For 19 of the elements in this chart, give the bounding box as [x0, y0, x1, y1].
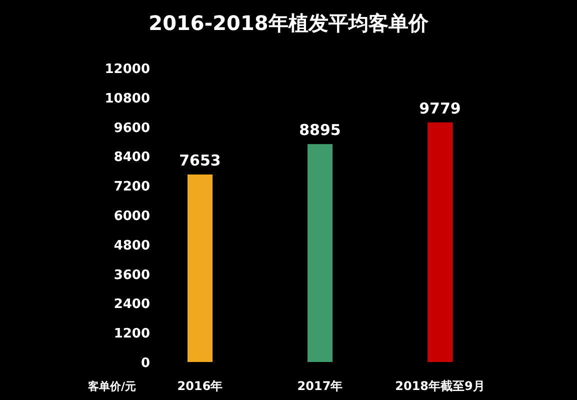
y-tick-label: 3600 [114, 268, 150, 283]
y-tick-label: 8400 [114, 150, 150, 166]
data-label: 7653 [179, 152, 221, 170]
data-label: 9779 [419, 99, 461, 118]
y-tick-label: 10800 [104, 91, 150, 106]
y-tick-label: 4800 [114, 238, 150, 254]
x-tick-label: 2018年截至9月 [395, 379, 485, 393]
x-tick-label: 2016年 [177, 379, 223, 393]
y-tick-label: 2400 [114, 297, 150, 312]
y-tick-label: 9600 [114, 120, 150, 136]
data-label: 8895 [299, 121, 341, 140]
chart-title: 2016-2018年植发平均客单价 [148, 11, 430, 35]
y-axis-title: 客单价/元 [86, 380, 136, 393]
y-tick-label: 7200 [114, 180, 150, 195]
x-tick-label: 2017年 [297, 379, 343, 393]
y-tick-label: 12000 [104, 62, 150, 77]
y-tick-label: 1200 [114, 326, 150, 342]
y-tick-label: 0 [140, 356, 150, 371]
y-tick-label: 6000 [114, 209, 150, 224]
